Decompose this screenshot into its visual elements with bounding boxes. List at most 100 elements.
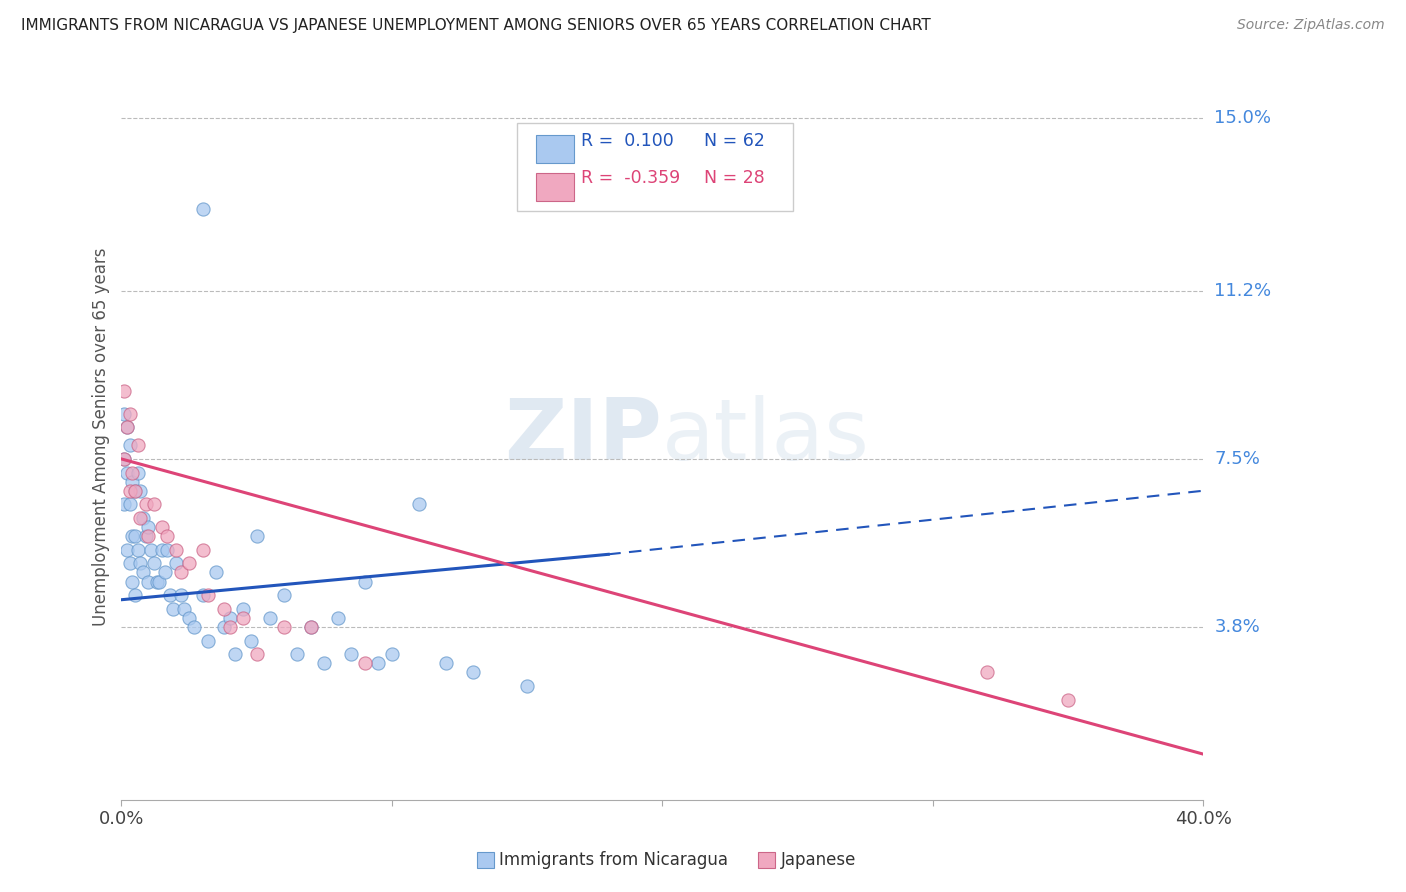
Point bbox=[148, 574, 170, 589]
Point bbox=[138, 529, 160, 543]
Point bbox=[314, 657, 336, 671]
Point bbox=[156, 542, 179, 557]
Point bbox=[115, 542, 138, 557]
Text: N = 28: N = 28 bbox=[704, 169, 765, 187]
Point bbox=[121, 475, 143, 489]
Point bbox=[138, 574, 160, 589]
Point bbox=[165, 557, 187, 571]
Text: 11.2%: 11.2% bbox=[1215, 282, 1271, 300]
Point bbox=[976, 665, 998, 680]
Point bbox=[162, 602, 184, 616]
Point bbox=[273, 588, 295, 602]
Point bbox=[132, 511, 155, 525]
Point bbox=[142, 557, 165, 571]
Point bbox=[129, 483, 152, 498]
Point bbox=[159, 588, 181, 602]
Point bbox=[127, 466, 149, 480]
Point bbox=[112, 407, 135, 421]
Point bbox=[129, 511, 152, 525]
Point bbox=[191, 588, 214, 602]
Text: R =  -0.359: R = -0.359 bbox=[581, 169, 681, 187]
Text: atlas: atlas bbox=[662, 395, 870, 478]
Point bbox=[353, 657, 375, 671]
Point bbox=[177, 557, 200, 571]
Point bbox=[170, 588, 193, 602]
Point bbox=[118, 438, 141, 452]
Text: Source: ZipAtlas.com: Source: ZipAtlas.com bbox=[1237, 18, 1385, 32]
Point bbox=[224, 647, 246, 661]
Point bbox=[142, 497, 165, 511]
Point bbox=[246, 529, 269, 543]
Point bbox=[259, 611, 281, 625]
Point bbox=[121, 466, 143, 480]
Y-axis label: Unemployment Among Seniors over 65 years: Unemployment Among Seniors over 65 years bbox=[93, 247, 110, 625]
Text: 15.0%: 15.0% bbox=[1215, 110, 1271, 128]
Text: Immigrants from Nicaragua: Immigrants from Nicaragua bbox=[499, 851, 728, 869]
Point bbox=[153, 566, 176, 580]
Point bbox=[232, 602, 254, 616]
Point bbox=[121, 574, 143, 589]
Point bbox=[150, 520, 173, 534]
Point bbox=[112, 384, 135, 398]
Point bbox=[165, 542, 187, 557]
Point bbox=[353, 574, 375, 589]
Point bbox=[127, 542, 149, 557]
Point bbox=[177, 611, 200, 625]
Point bbox=[150, 542, 173, 557]
Point bbox=[118, 407, 141, 421]
Text: 3.8%: 3.8% bbox=[1215, 618, 1260, 636]
Point bbox=[132, 566, 155, 580]
Text: R =  0.100: R = 0.100 bbox=[581, 132, 673, 150]
Point bbox=[381, 647, 404, 661]
Point bbox=[232, 611, 254, 625]
Text: IMMIGRANTS FROM NICARAGUA VS JAPANESE UNEMPLOYMENT AMONG SENIORS OVER 65 YEARS C: IMMIGRANTS FROM NICARAGUA VS JAPANESE UN… bbox=[21, 18, 931, 33]
Point bbox=[138, 520, 160, 534]
Point bbox=[246, 647, 269, 661]
Point bbox=[129, 557, 152, 571]
Point bbox=[173, 602, 195, 616]
Point bbox=[516, 679, 538, 693]
Point bbox=[408, 497, 430, 511]
Point bbox=[183, 620, 205, 634]
Text: ZIP: ZIP bbox=[505, 395, 662, 478]
Point bbox=[240, 633, 263, 648]
Point bbox=[118, 483, 141, 498]
Point bbox=[191, 542, 214, 557]
Point bbox=[197, 633, 219, 648]
Point bbox=[1057, 692, 1080, 706]
Point bbox=[145, 574, 167, 589]
Point bbox=[212, 602, 235, 616]
Point bbox=[115, 420, 138, 434]
Point bbox=[218, 611, 240, 625]
Point bbox=[205, 566, 228, 580]
Point bbox=[299, 620, 322, 634]
Point bbox=[340, 647, 363, 661]
Point bbox=[273, 620, 295, 634]
Point bbox=[434, 657, 457, 671]
Point bbox=[156, 529, 179, 543]
Point bbox=[127, 438, 149, 452]
Point bbox=[135, 497, 157, 511]
Point bbox=[115, 466, 138, 480]
Point bbox=[124, 483, 146, 498]
Point bbox=[191, 202, 214, 217]
Text: 7.5%: 7.5% bbox=[1215, 450, 1260, 468]
Point bbox=[367, 657, 389, 671]
Point bbox=[124, 588, 146, 602]
Point bbox=[124, 483, 146, 498]
Point bbox=[326, 611, 349, 625]
Point bbox=[121, 529, 143, 543]
Point bbox=[212, 620, 235, 634]
Point bbox=[115, 420, 138, 434]
Point bbox=[170, 566, 193, 580]
Point bbox=[112, 452, 135, 467]
Point bbox=[124, 529, 146, 543]
Point bbox=[218, 620, 240, 634]
Point bbox=[118, 497, 141, 511]
Point bbox=[112, 497, 135, 511]
Point bbox=[461, 665, 484, 680]
Point bbox=[299, 620, 322, 634]
Point bbox=[197, 588, 219, 602]
Point bbox=[285, 647, 308, 661]
Point bbox=[118, 557, 141, 571]
